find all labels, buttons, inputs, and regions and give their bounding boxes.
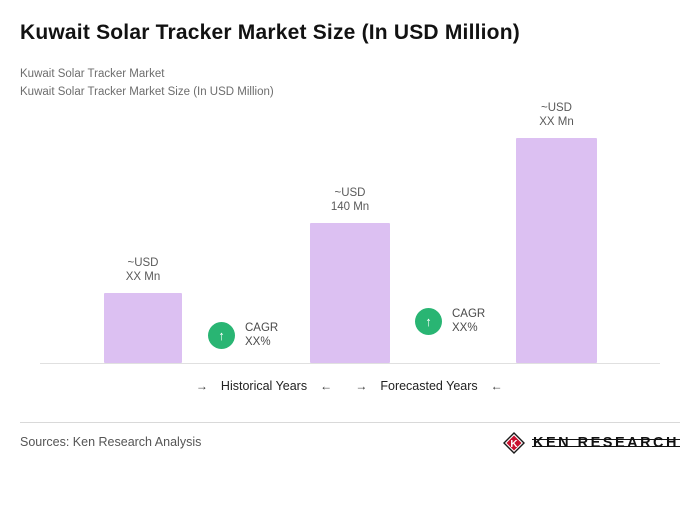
bar-label-line1: ~USD — [127, 257, 159, 269]
chart-baseline — [40, 363, 660, 364]
bar-historical — [104, 293, 182, 363]
svg-text:K: K — [510, 439, 518, 450]
ken-research-logo-icon: K — [502, 432, 525, 454]
axis-label-forecasted-years: → Forecasted Years ← — [355, 379, 502, 393]
chart-subtitle-size: Kuwait Solar Tracker Market Size (In USD… — [20, 86, 274, 98]
ken-research-logo: K KEN RESEARCH — [502, 432, 681, 454]
cagr-label: CAGR — [245, 322, 279, 334]
page-title: Kuwait Solar Tracker Market Size (In USD… — [20, 21, 520, 44]
bar-value-label: ~USD XX Mn — [539, 101, 574, 129]
axis-label-text: Forecasted Years — [380, 379, 478, 393]
bar-base — [310, 223, 390, 363]
bar-group-base: ~USD 140 Mn — [310, 186, 390, 363]
bar-value-label: ~USD XX Mn — [126, 256, 161, 284]
sources-text: Sources: Ken Research Analysis — [20, 435, 202, 449]
axis-label-historical-years: → Historical Years ← — [196, 379, 332, 393]
axis-label-text: Historical Years — [220, 379, 308, 393]
cagr-text: CAGR XX% — [245, 321, 278, 349]
footer-divider — [20, 422, 680, 423]
cagr-text: CAGR XX% — [452, 307, 485, 335]
bar-label-line2: XX Mn — [539, 116, 574, 128]
growth-up-arrow-icon: ↑ — [415, 307, 442, 335]
bar-label-line2: XX Mn — [125, 271, 161, 283]
growth-up-arrow-icon: ↑ — [208, 321, 235, 349]
bar-label-line1: ~USD — [334, 187, 366, 199]
bar-label-line2: 140 Mn — [330, 201, 370, 213]
right-arrow-icon: → — [355, 379, 368, 393]
chart-subtitle-market: Kuwait Solar Tracker Market — [20, 68, 165, 80]
cagr-value: XX% — [452, 322, 478, 334]
cagr-badge-forecast: ↑ CAGR XX% — [415, 307, 485, 335]
cagr-label: CAGR — [452, 308, 486, 320]
bar-label-line1: ~USD — [540, 102, 572, 114]
left-arrow-icon: ← — [490, 379, 503, 393]
bar-group-forecast: ~USD XX Mn — [516, 101, 597, 363]
right-arrow-icon: → — [195, 379, 208, 393]
bar-group-historical: ~USD XX Mn — [104, 256, 182, 363]
bar-value-label: ~USD 140 Mn — [331, 186, 369, 214]
bar-forecast — [516, 138, 597, 363]
left-arrow-icon: ← — [320, 379, 333, 393]
ken-research-logo-text: KEN RESEARCH — [531, 435, 681, 451]
cagr-badge-historical: ↑ CAGR XX% — [208, 321, 278, 349]
cagr-value: XX% — [245, 336, 271, 348]
